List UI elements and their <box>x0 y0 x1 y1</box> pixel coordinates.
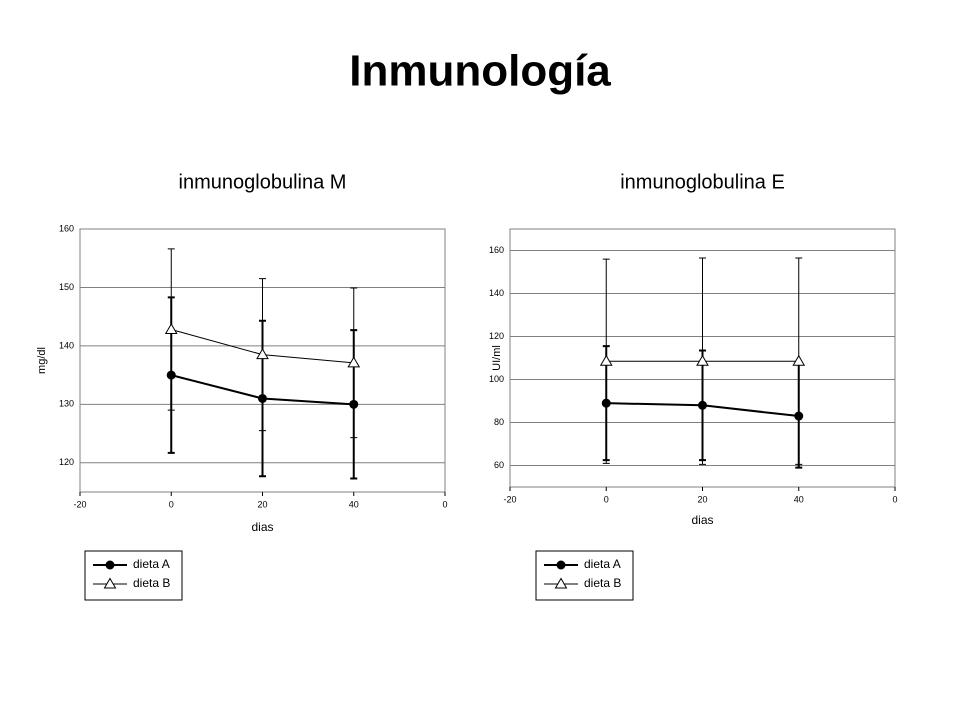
x-tick-label: 20 <box>697 494 707 504</box>
x-tick-label: -20 <box>73 499 86 509</box>
y-tick-label: 120 <box>59 457 74 467</box>
y-tick-label: 80 <box>494 417 504 427</box>
data-point <box>164 323 178 335</box>
x-tick-label: 20 <box>257 499 267 509</box>
legend-box <box>84 550 183 601</box>
data-point <box>792 354 806 366</box>
y-tick-label: 130 <box>59 399 74 409</box>
legend-label: dieta B <box>133 576 170 590</box>
legend-marker <box>556 560 566 570</box>
slide-title: Inmunología <box>349 47 611 96</box>
data-point <box>599 354 613 366</box>
x-tick-label: 40 <box>794 494 804 504</box>
legend-marker <box>554 577 568 589</box>
x-tick-label: 0 <box>604 494 609 504</box>
y-tick-label: 150 <box>59 282 74 292</box>
x-tick-label: 0 <box>892 494 897 504</box>
y-tick-label: 140 <box>59 340 74 350</box>
y-axis-label: mg/dl <box>36 347 48 374</box>
x-tick-label: 0 <box>442 499 447 509</box>
x-tick-label: 40 <box>349 499 359 509</box>
data-point <box>347 356 361 368</box>
y-axis-label: UI/ml <box>491 345 503 371</box>
x-tick-label: -20 <box>503 494 516 504</box>
legend-box <box>535 550 634 601</box>
legend-label: dieta A <box>584 557 621 571</box>
x-axis-label: dias <box>251 520 273 534</box>
legend-marker <box>105 560 115 570</box>
y-tick-label: 160 <box>489 245 504 255</box>
legend-marker <box>103 577 117 589</box>
data-point <box>696 354 709 366</box>
chart-title: inmunoglobulina M <box>179 171 347 193</box>
x-tick-label: 0 <box>169 499 174 509</box>
chart-title: inmunoglobulina E <box>620 171 785 193</box>
legend-label: dieta A <box>133 557 170 571</box>
y-tick-label: 100 <box>489 374 504 384</box>
y-tick-label: 160 <box>59 223 74 233</box>
y-tick-label: 120 <box>489 331 504 341</box>
y-tick-label: 140 <box>489 288 504 298</box>
data-point <box>256 348 269 360</box>
legend-label: dieta B <box>584 576 621 590</box>
y-tick-label: 60 <box>494 460 504 470</box>
x-axis-label: dias <box>691 513 713 527</box>
